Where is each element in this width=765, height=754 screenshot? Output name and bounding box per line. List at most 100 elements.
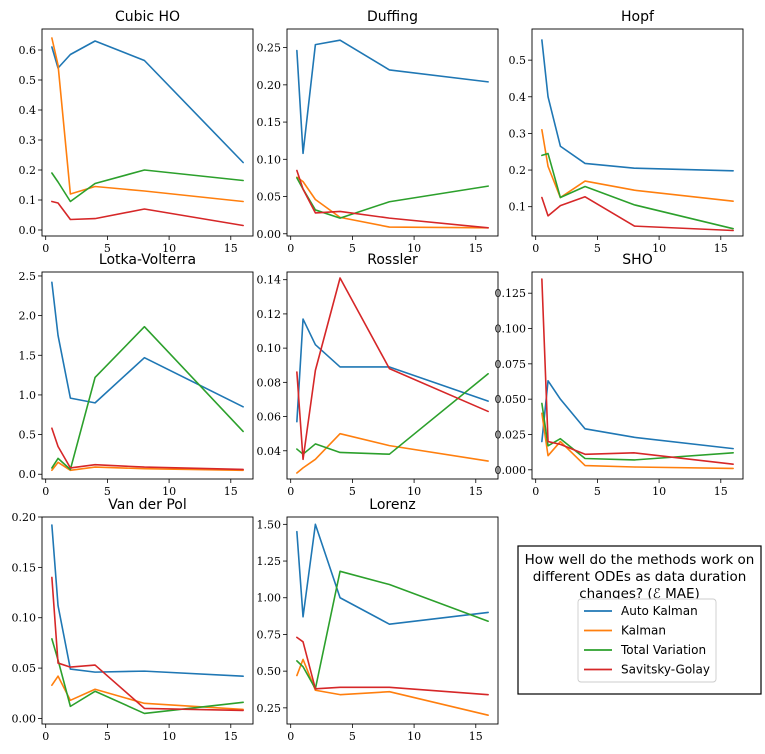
panel-sho-line-kalman <box>541 412 734 470</box>
panel-van-der-pol-line-savitsky-golay <box>51 576 244 712</box>
panel-cubic-ho-line-kalman <box>51 37 244 203</box>
panel-sho-y-tick-label: 0.000 <box>495 464 527 477</box>
panel-van-der-pol-y-tick-label: 0.00 <box>12 712 37 725</box>
panel-van-der-pol-x-tick-label: 10 <box>162 730 176 743</box>
panel-rossler-y-tick-label: 0.04 <box>257 445 282 458</box>
panel-lorenz-y-tick-label: 0.75 <box>257 628 282 641</box>
panel-cubic-ho-title: Cubic HO <box>115 9 180 25</box>
panel-sho-line-savitsky-golay <box>541 278 734 465</box>
panel-cubic-ho: Cubic HO 0 5 10 15 0.0 0.1 0.2 0.3 0.4 0.5 0.6 <box>19 9 254 255</box>
panel-hopf-line-kalman <box>541 128 734 202</box>
panel-sho-x-tick-label: 15 <box>714 485 728 498</box>
panel-lorenz-x-tick-label: 0 <box>287 730 294 743</box>
panel-van-der-pol-x-tick-label: 15 <box>224 730 238 743</box>
panel-lorenz-line-total-variation <box>296 570 489 690</box>
panel-cubic-ho-line-total-variation <box>51 169 244 203</box>
panel-lotka-volterra: Lotka-Volterra 0 5 10 15 0.0 0.5 1.0 1.5 2.0 2.5 <box>19 252 254 498</box>
panel-duffing-axes-frame <box>286 28 499 237</box>
panel-sho-y-tick-label: 0.100 <box>495 323 527 336</box>
panel-van-der-pol: Van der Pol 0 5 10 15 0.00 0.05 0.10 0.15 0.20 <box>12 497 254 743</box>
panel-lorenz: Lorenz 0 5 10 15 0.25 0.50 0.75 1.00 1.25 1.50 <box>257 497 499 743</box>
panel-hopf-y-tick-label: 0.2 <box>509 164 527 177</box>
panel-rossler-y-tick-label: 0.12 <box>257 308 282 321</box>
panel-hopf-title: Hopf <box>621 9 655 25</box>
panel-rossler-y-tick-label: 0.06 <box>257 411 282 424</box>
panel-duffing: Duffing 0 5 10 15 0.00 0.05 0.10 0.15 0.20 0.25 <box>257 9 499 255</box>
panel-hopf-axes-frame <box>531 28 744 237</box>
panel-sho-line-auto-kalman <box>541 379 734 450</box>
panel-duffing-x-tick-label: 0 <box>287 242 294 255</box>
legend-title-line: different ODEs as data duration <box>533 569 747 585</box>
panel-duffing-x-tick-label: 5 <box>349 242 356 255</box>
panel-sho-y-tick-label: 0.075 <box>495 358 527 371</box>
panel-lotka-volterra-axes-frame <box>41 271 254 480</box>
panel-duffing-line-savitsky-golay <box>296 169 489 229</box>
panel-sho-x-tick-label: 10 <box>652 485 666 498</box>
panel-hopf: Hopf 0 5 10 15 0.1 0.2 0.3 0.4 0.5 <box>509 9 744 255</box>
panel-lotka-volterra-x-tick-label: 5 <box>104 485 111 498</box>
panel-rossler: Rossler 0 5 10 15 0.04 0.06 0.08 0.10 0.12 0.14 <box>257 252 499 498</box>
panel-cubic-ho-y-tick-label: 0.2 <box>19 164 37 177</box>
panel-van-der-pol-title: Van der Pol <box>108 497 187 513</box>
panel-van-der-pol-axes-frame <box>41 516 254 725</box>
panel-lotka-volterra-x-tick-label: 0 <box>42 485 49 498</box>
panel-cubic-ho-x-tick-label: 0 <box>42 242 49 255</box>
panel-cubic-ho-line-auto-kalman <box>51 40 244 164</box>
panel-sho-axes-frame <box>531 271 744 480</box>
panel-hopf-x-tick-label: 5 <box>594 242 601 255</box>
panel-rossler-title: Rossler <box>367 252 418 268</box>
panel-lorenz-line-auto-kalman <box>296 523 489 625</box>
panel-duffing-y-tick-label: 0.20 <box>257 79 282 92</box>
panel-lorenz-x-tick-label: 5 <box>349 730 356 743</box>
panel-sho-x-tick-label: 5 <box>594 485 601 498</box>
panel-rossler-axes-frame <box>286 271 499 480</box>
legend-label-kalman: Kalman <box>621 624 666 638</box>
panel-cubic-ho-y-tick-label: 0.6 <box>19 44 37 57</box>
panel-lotka-volterra-y-tick-label: 1.0 <box>19 389 37 402</box>
panel-lotka-volterra-y-tick-label: 1.5 <box>19 349 37 362</box>
panel-rossler-y-tick-label: 0.14 <box>257 274 282 287</box>
panel-cubic-ho-x-tick-label: 15 <box>224 242 238 255</box>
panel-rossler-x-tick-label: 15 <box>469 485 483 498</box>
panel-van-der-pol-line-kalman <box>51 675 244 711</box>
panel-van-der-pol-line-auto-kalman <box>51 524 244 677</box>
panel-hopf-x-tick-label: 10 <box>652 242 666 255</box>
panel-duffing-line-auto-kalman <box>296 39 489 155</box>
legend-label-savitsky-golay: Savitsky-Golay <box>621 663 710 677</box>
panel-lorenz-line-savitsky-golay <box>296 636 489 696</box>
panel-hopf-y-tick-label: 0.3 <box>509 127 527 140</box>
legend-title-line: changes? (ℰ MAE) <box>579 586 700 602</box>
legend-title-line: How well do the methods work on <box>525 552 755 568</box>
panel-duffing-title: Duffing <box>367 9 418 25</box>
panel-rossler-y-tick-label: 0.10 <box>257 342 282 355</box>
panel-lorenz-y-tick-label: 0.50 <box>257 665 282 678</box>
panel-sho-y-tick-label: 0.025 <box>495 428 527 441</box>
panel-rossler-x-tick-label: 10 <box>407 485 421 498</box>
panel-hopf-y-tick-label: 0.5 <box>509 54 527 67</box>
panel-van-der-pol-y-tick-label: 0.15 <box>12 561 37 574</box>
legend-box <box>577 598 717 683</box>
panel-duffing-y-tick-label: 0.00 <box>257 228 282 241</box>
panel-hopf-y-tick-label: 0.4 <box>509 91 527 104</box>
panel-hopf-y-tick-label: 0.1 <box>509 201 527 214</box>
panel-rossler-line-kalman <box>296 432 489 474</box>
panel-cubic-ho-axes-frame <box>41 28 254 237</box>
panel-rossler-x-tick-label: 0 <box>287 485 294 498</box>
panel-cubic-ho-line-savitsky-golay <box>51 200 244 227</box>
panel-sho-title: SHO <box>622 252 652 268</box>
panel-cubic-ho-y-tick-label: 0.0 <box>19 224 37 237</box>
panel-lorenz-y-tick-label: 1.25 <box>257 555 282 568</box>
panel-lotka-volterra-y-tick-label: 0.5 <box>19 429 37 442</box>
panel-rossler-line-savitsky-golay <box>296 277 489 461</box>
panel-lorenz-x-tick-label: 15 <box>469 730 483 743</box>
panel-duffing-x-tick-label: 15 <box>469 242 483 255</box>
panel-hopf-line-savitsky-golay <box>541 196 734 232</box>
legend-label-auto-kalman: Auto Kalman <box>621 604 698 618</box>
panel-hopf-line-auto-kalman <box>541 39 734 172</box>
panel-van-der-pol-y-tick-label: 0.20 <box>12 511 37 524</box>
panel-rossler-line-auto-kalman <box>296 318 489 423</box>
panel-duffing-y-tick-label: 0.25 <box>257 42 282 55</box>
panel-lotka-volterra-y-tick-label: 0.0 <box>19 468 37 481</box>
panel-duffing-y-tick-label: 0.15 <box>257 116 282 129</box>
